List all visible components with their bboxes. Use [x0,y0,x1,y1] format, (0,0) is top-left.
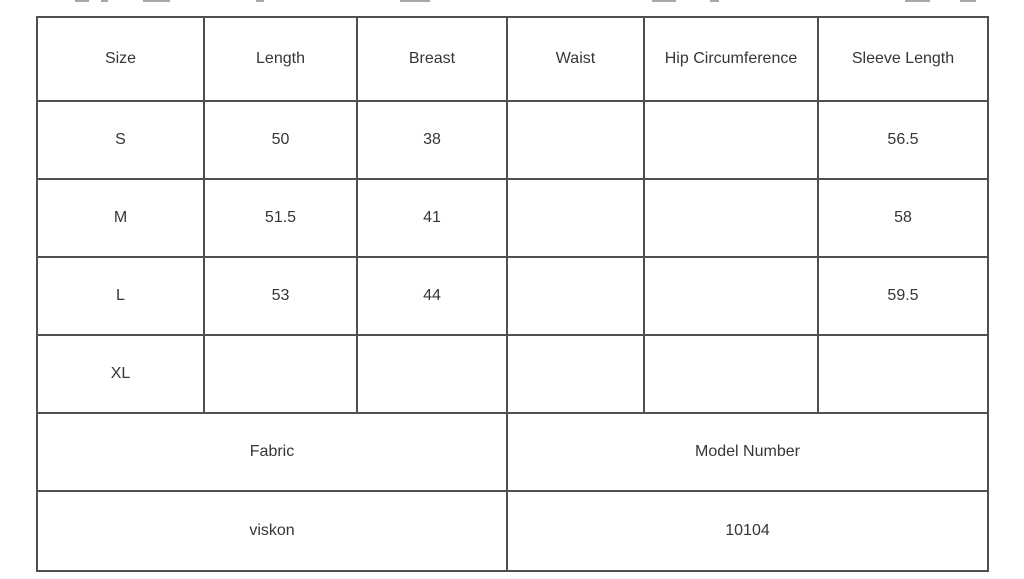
table-row-size-xl: XL [36,334,989,414]
cell-hip-circumference [643,256,819,336]
table-row-footer-values: viskon 10104 [36,490,989,572]
crop-mark [75,0,89,2]
crop-mark [400,0,430,2]
size-chart-table: Size Length Breast Waist Hip Circumferen… [36,16,989,572]
header-cell-hip-circumference: Hip Circumference [643,16,819,102]
cell-size: XL [36,334,205,414]
cell-fabric-value: viskon [36,490,508,572]
cell-breast: 38 [356,100,508,180]
cell-hip-circumference [643,100,819,180]
cell-waist [506,256,645,336]
cell-length: 50 [203,100,358,180]
cell-model-number-label: Model Number [506,412,989,492]
cell-sleeve-length: 56.5 [817,100,989,180]
cell-length: 51.5 [203,178,358,258]
crop-mark [652,0,676,2]
cell-waist [506,178,645,258]
table-row-size-s: S 50 38 56.5 [36,100,989,180]
cell-fabric-label: Fabric [36,412,508,492]
cropped-content-marks [0,0,1024,4]
crop-mark [905,0,930,2]
table-row-size-l: L 53 44 59.5 [36,256,989,336]
crop-mark [710,0,719,2]
table-row-footer-labels: Fabric Model Number [36,412,989,492]
cell-waist [506,334,645,414]
cell-sleeve-length: 58 [817,178,989,258]
cell-sleeve-length: 59.5 [817,256,989,336]
table-header-row: Size Length Breast Waist Hip Circumferen… [36,16,989,102]
header-cell-sleeve-length: Sleeve Length [817,16,989,102]
cell-breast [356,334,508,414]
table-row-size-m: M 51.5 41 58 [36,178,989,258]
cell-hip-circumference [643,178,819,258]
cell-model-number-value: 10104 [506,490,989,572]
header-cell-length: Length [203,16,358,102]
crop-mark [256,0,264,2]
cell-length [203,334,358,414]
cell-sleeve-length [817,334,989,414]
cell-waist [506,100,645,180]
crop-mark [101,0,108,2]
cell-size: M [36,178,205,258]
header-cell-breast: Breast [356,16,508,102]
cell-length: 53 [203,256,358,336]
crop-mark [143,0,170,2]
header-cell-size: Size [36,16,205,102]
cell-hip-circumference [643,334,819,414]
cell-breast: 44 [356,256,508,336]
cell-size: L [36,256,205,336]
cell-breast: 41 [356,178,508,258]
header-cell-waist: Waist [506,16,645,102]
crop-mark [960,0,976,2]
cell-size: S [36,100,205,180]
